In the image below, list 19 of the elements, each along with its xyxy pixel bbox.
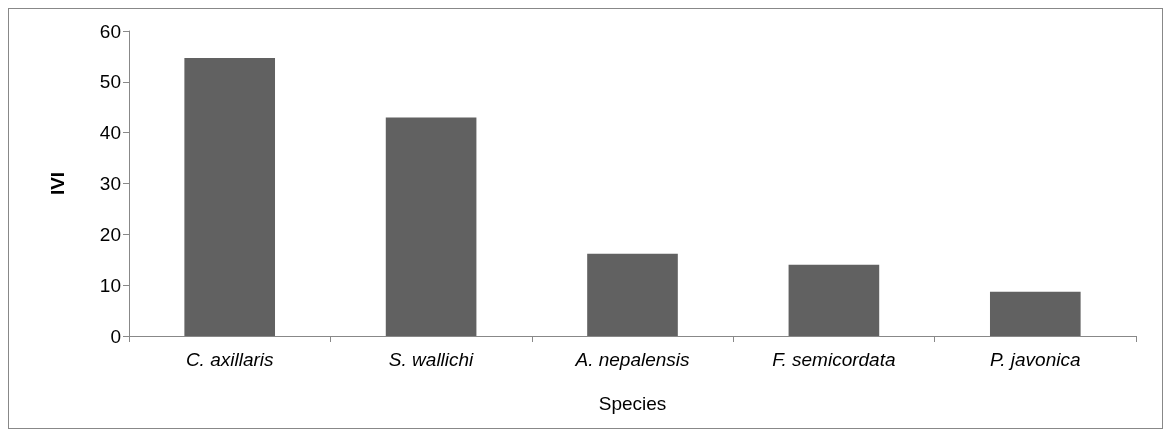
y-tick-label: 10: [99, 274, 121, 296]
x-tick-label: C. axillaris: [185, 349, 275, 370]
x-axis-title: Species: [598, 393, 667, 414]
bar: [989, 291, 1081, 336]
bar: [587, 253, 678, 336]
y-axis-title: IVI: [47, 171, 68, 196]
y-tick-label: 20: [99, 223, 121, 245]
x-tick-label: P. javonica: [990, 349, 1081, 370]
x-tick-label: S. wallichi: [388, 349, 475, 370]
x-tick-label: A. nepalensis: [574, 349, 691, 370]
bar: [788, 264, 880, 336]
y-tick-label: 0: [110, 325, 121, 347]
x-tick-label: F. semicordata: [772, 349, 896, 370]
y-tick-label: 60: [99, 20, 121, 42]
bar: [385, 117, 477, 336]
bar: [184, 57, 276, 336]
y-tick-label: 40: [99, 122, 121, 144]
y-tick-label: 30: [99, 173, 121, 194]
y-tick-label: 50: [99, 71, 121, 93]
